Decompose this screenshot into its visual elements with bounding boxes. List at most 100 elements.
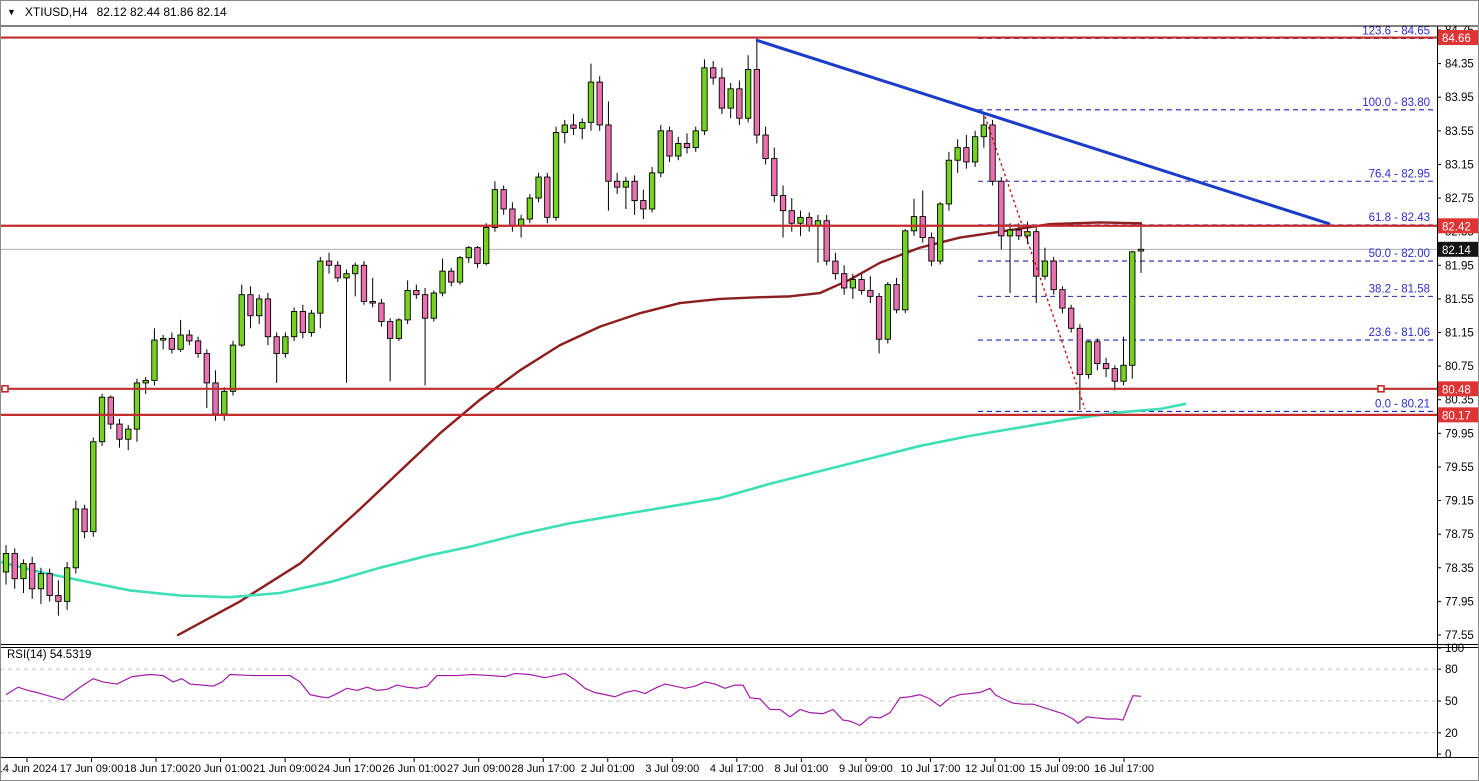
candle [421, 287, 429, 386]
candle-body [247, 294, 254, 317]
candle-body [116, 423, 123, 440]
candle [963, 135, 970, 169]
candle [413, 284, 420, 299]
price-badge: 84.66 [1438, 30, 1479, 46]
candle-body [55, 595, 62, 602]
candle [552, 126, 560, 221]
line-anchor-handle[interactable] [1, 384, 9, 393]
candle-body [980, 124, 987, 138]
price-axis-label: 83.55 [1445, 126, 1474, 138]
time-axis-label: 20 Jun 01:00 [189, 763, 253, 775]
fib-label: 0.0 - 80.21 [1375, 398, 1430, 410]
candle-body [971, 136, 979, 163]
candle [125, 424, 132, 451]
candle [325, 252, 333, 274]
candle [378, 298, 385, 327]
price-axis[interactable]: 84.7584.3583.9583.5583.1582.7582.3581.95… [1437, 25, 1474, 642]
symbol-dropdown-icon[interactable]: ▼ [7, 6, 16, 17]
candle [945, 151, 953, 211]
candle-body [1102, 363, 1110, 370]
candle [648, 166, 656, 213]
candlestick-series [2, 38, 1145, 616]
candle [736, 80, 743, 125]
candle-body [273, 336, 280, 354]
candle-body [1137, 248, 1145, 252]
candle-body [238, 294, 245, 346]
candle-body [439, 270, 446, 294]
candle [430, 290, 437, 322]
candle [910, 198, 918, 236]
candle [1041, 247, 1049, 280]
candle-body [727, 88, 734, 109]
candle [20, 559, 27, 593]
candle-body [90, 441, 97, 533]
candle-body [404, 290, 411, 321]
candle-body [552, 132, 560, 218]
candle-body [526, 197, 533, 220]
candle [212, 370, 219, 421]
descending-trendline[interactable] [755, 38, 1331, 226]
time-axis-label: 21 Jun 09:00 [253, 763, 317, 775]
candle-body [1068, 307, 1075, 329]
candle [290, 307, 298, 341]
candle [256, 294, 263, 325]
candle [439, 258, 446, 297]
rsi-indicator-label: RSI(14) 54.5319 [7, 649, 92, 661]
candle-body [98, 396, 106, 443]
time-axis[interactable]: 14 Jun 2024 17 Jun 09:00 18 Jun 17:00 20 Ju… [0, 758, 1154, 775]
candle-body [11, 553, 18, 580]
candle [762, 126, 769, 165]
candle-body [884, 284, 891, 340]
candle-body [317, 260, 324, 314]
candle-body [72, 508, 79, 569]
time-axis-label: 9 Jul 09:00 [839, 763, 893, 775]
candle-body [1094, 341, 1101, 365]
candle [247, 286, 254, 329]
candle-body [771, 158, 778, 196]
candle-body [561, 124, 568, 133]
breakdown-trendline[interactable] [984, 116, 1086, 410]
candle-body [81, 508, 88, 533]
candle [334, 261, 341, 283]
candle [299, 304, 306, 339]
candle [544, 172, 551, 224]
candle [814, 214, 822, 263]
candle-body [893, 284, 900, 311]
candle [919, 190, 926, 243]
fib-label: 38.2 - 81.58 [1369, 283, 1430, 295]
price-axis-label: 83.15 [1445, 159, 1474, 171]
candle-body [1024, 231, 1031, 237]
candle-body [1085, 341, 1092, 375]
candle [771, 147, 778, 203]
candle-body [1041, 260, 1049, 277]
candle [238, 284, 245, 347]
candle-body [256, 298, 263, 317]
candle-body [989, 124, 996, 182]
candle [614, 172, 621, 194]
price-axis-label: 77.95 [1445, 596, 1474, 608]
fib-label: 50.0 - 82.00 [1369, 248, 1430, 260]
time-axis-label: 18 Jun 17:00 [124, 763, 188, 775]
price-badge-bg [1438, 30, 1479, 46]
candle-body [744, 69, 752, 119]
candle-body [290, 311, 298, 338]
candle-body [928, 237, 935, 262]
candle-body [823, 220, 830, 262]
candle [937, 202, 944, 265]
price-badge-label: 80.17 [1442, 410, 1471, 422]
candle [701, 59, 708, 136]
candle [387, 318, 394, 382]
line-anchor-handle[interactable] [1377, 384, 1385, 393]
candle-body [954, 147, 961, 161]
price-badge-label: 80.48 [1442, 384, 1471, 396]
candle-body [63, 567, 71, 602]
candle-body [509, 208, 516, 227]
candle-body [657, 130, 664, 174]
fib-retracement[interactable]: 123.6 - 84.65 100.0 - 83.80 76.4 - 82.95 61… [978, 25, 1437, 413]
candle [1094, 338, 1101, 371]
candle-body [875, 295, 883, 340]
price-badge-label: 82.14 [1442, 245, 1471, 257]
candle [858, 273, 865, 295]
candle-body [535, 176, 542, 199]
